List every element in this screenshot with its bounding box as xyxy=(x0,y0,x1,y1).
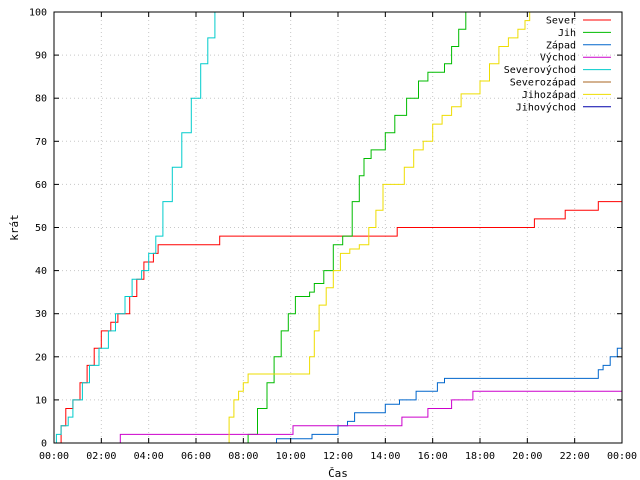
y-tick-label: 100 xyxy=(29,8,47,19)
y-axis-label: krát xyxy=(8,214,21,241)
series-line-7 xyxy=(54,12,531,444)
series-line-4 xyxy=(54,390,622,444)
legend-label: Severovýchod xyxy=(504,64,576,76)
series-line-3 xyxy=(54,339,623,444)
x-tick-label: 00:00 xyxy=(39,451,69,462)
x-axis-label: Čas xyxy=(328,467,348,480)
x-tick-label: 16:00 xyxy=(418,451,448,462)
x-tick-label: 10:00 xyxy=(276,451,306,462)
y-tick-label: 70 xyxy=(35,137,47,148)
legend: SeverJihZápadVýchodSeverovýchodSeverozáp… xyxy=(504,16,611,113)
x-tick-label: 12:00 xyxy=(323,451,353,462)
x-tick-label: 20:00 xyxy=(512,451,542,462)
x-tick-label: 14:00 xyxy=(370,451,400,462)
x-tick-label: 04:00 xyxy=(134,451,164,462)
y-tick-label: 50 xyxy=(35,223,47,234)
y-tick-label: 80 xyxy=(35,94,47,105)
legend-label: Východ xyxy=(540,52,576,64)
y-tick-label: 0 xyxy=(41,439,47,450)
x-tick-label: 18:00 xyxy=(465,451,495,462)
series-lines xyxy=(54,12,623,444)
x-axis-ticks: 00:00 02:00 04:00 06:00 08:00 10:00 12:00 14:00… xyxy=(39,12,637,462)
x-tick-label: 00:00 xyxy=(607,451,637,462)
legend-label: Jih xyxy=(558,28,576,39)
legend-label: Sever xyxy=(546,16,576,27)
y-tick-label: 10 xyxy=(35,395,47,406)
y-tick-label: 30 xyxy=(35,309,47,320)
legend-label: Jihovýchod xyxy=(516,101,576,113)
y-tick-label: 20 xyxy=(35,352,47,363)
legend-label: Jihozápad xyxy=(522,89,576,101)
x-tick-label: 08:00 xyxy=(228,451,258,462)
y-axis-ticks: 0 10 20 30 40 50 60 70 80 90 100 xyxy=(29,8,622,450)
y-tick-label: 60 xyxy=(35,180,47,191)
legend-label: Severozápad xyxy=(510,77,576,89)
series-line-2 xyxy=(54,12,467,444)
series-line-1 xyxy=(56,201,622,444)
y-tick-label: 40 xyxy=(35,266,47,277)
y-tick-label: 90 xyxy=(35,51,47,62)
legend-label: Západ xyxy=(546,39,576,51)
x-tick-label: 02:00 xyxy=(86,451,116,462)
x-tick-label: 06:00 xyxy=(181,451,211,462)
series-line-5 xyxy=(54,12,216,444)
x-tick-label: 22:00 xyxy=(560,451,590,462)
